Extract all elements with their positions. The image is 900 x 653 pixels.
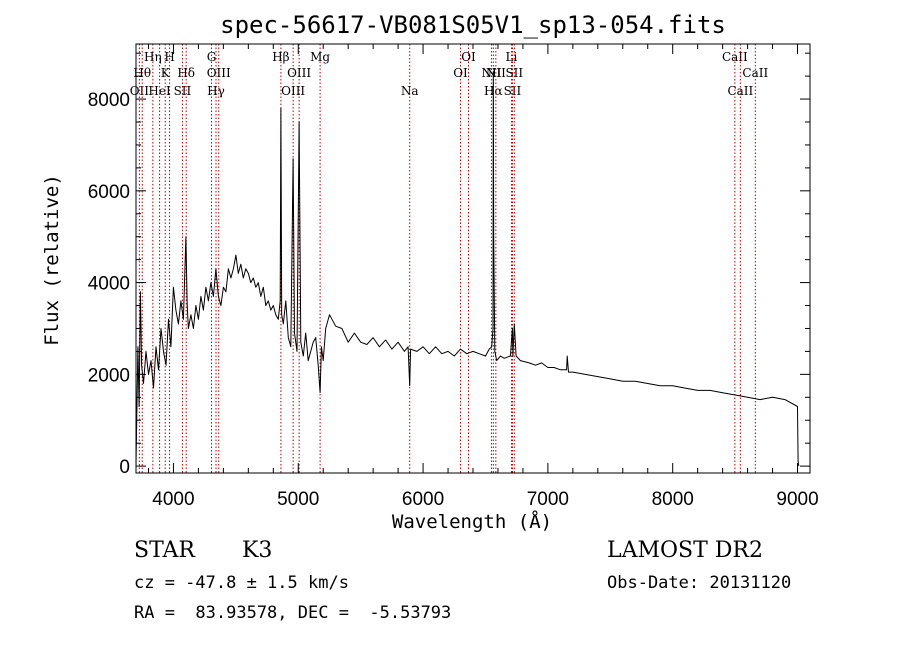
- y-tick-label: 4000: [88, 274, 130, 295]
- marker-label: CaII: [742, 66, 768, 80]
- plot-frame: [135, 43, 811, 474]
- marker-label: OIII: [287, 66, 311, 80]
- x-tick-label: 8000: [652, 489, 694, 510]
- spectrum-line: [135, 71, 800, 467]
- x-axis-ticks: 4000 5000 6000 7000 8000 9000: [147, 44, 819, 510]
- x-tick-label: 5000: [277, 489, 319, 510]
- spectrum-series: [135, 71, 800, 467]
- marker-label: OIII: [281, 84, 305, 98]
- object-class: STAR: [134, 538, 195, 563]
- marker-label: G: [207, 50, 217, 64]
- observation-date: Obs-Date: 20131120: [607, 573, 792, 593]
- marker-label: NII: [486, 66, 506, 80]
- marker-label: Na: [401, 84, 419, 98]
- sky-coordinates: RA = 83.93578, DEC = -5.53793: [134, 603, 452, 623]
- redshift-velocity: cz = -47.8 ± 1.5 km/s: [134, 573, 349, 593]
- marker-label: Li: [506, 50, 518, 64]
- x-tick-label: 4000: [152, 489, 194, 510]
- y-axis-ticks: 0 2000 4000 6000 8000: [88, 52, 810, 478]
- marker-label: OIII: [207, 66, 231, 80]
- y-tick-label: 2000: [88, 365, 130, 386]
- marker-label: Mg: [310, 50, 330, 64]
- marker-label: Hβ: [272, 50, 289, 64]
- x-tick-label: 6000: [402, 489, 444, 510]
- marker-label: SII: [505, 66, 523, 80]
- marker-label: OII: [130, 84, 150, 98]
- y-tick-label: 6000: [88, 182, 130, 203]
- emission-line-markers: OIIHθHηHeIKHSIIHδGHγOIIIHβOIIIOIIIMgNaOI…: [130, 44, 768, 473]
- x-tick-label: 9000: [776, 489, 818, 510]
- marker-label: SII: [174, 84, 192, 98]
- marker-label: HeI: [148, 84, 171, 98]
- plot-axes: [135, 43, 811, 474]
- x-axis-label: Wavelength (Å): [392, 510, 552, 533]
- object-subclass: K3: [242, 538, 273, 563]
- marker-label: NII: [481, 66, 501, 80]
- survey-release: LAMOST DR2: [607, 538, 763, 563]
- marker-label: OI: [453, 66, 468, 80]
- marker-label: Hδ: [177, 66, 195, 80]
- y-tick-label: 8000: [88, 90, 130, 111]
- marker-label: H: [164, 50, 174, 64]
- marker-label: SII: [504, 84, 522, 98]
- marker-label: CaII: [727, 84, 753, 98]
- marker-label: K: [161, 66, 171, 80]
- marker-label: Hγ: [207, 84, 225, 98]
- y-tick-label: 0: [119, 457, 130, 478]
- y-axis-label: Flux (relative): [41, 174, 63, 346]
- marker-label: OI: [461, 50, 476, 64]
- chart-title: spec-56617-VB081S05V1_sp13-054.fits: [220, 11, 726, 39]
- marker-label: Hη: [144, 50, 162, 64]
- marker-label: CaII: [722, 50, 748, 64]
- x-tick-label: 7000: [527, 489, 569, 510]
